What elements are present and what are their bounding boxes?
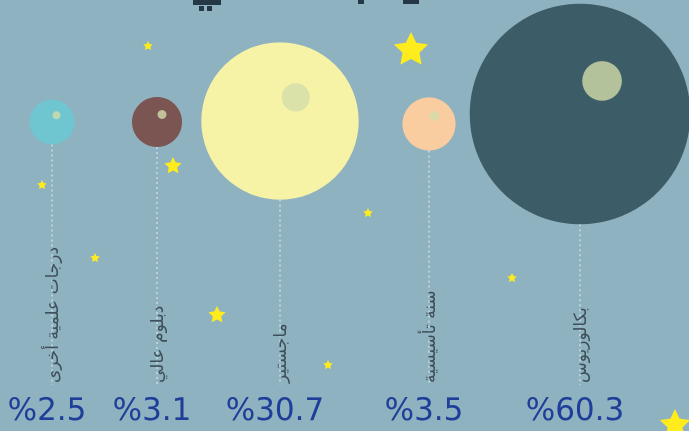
category-label: درجات علمية أخرى — [41, 247, 63, 383]
planet-spot — [582, 61, 622, 101]
value-label: %30.7 — [226, 392, 324, 428]
value-label: %3.1 — [113, 392, 192, 428]
planet — [469, 3, 689, 225]
value-label: %2.5 — [8, 392, 87, 428]
value-label: %60.3 — [526, 392, 624, 428]
planet — [201, 42, 359, 200]
planet — [29, 99, 75, 145]
value-label: %3.5 — [385, 392, 464, 428]
category-label: بكالوريوس — [571, 307, 591, 383]
planet — [131, 96, 183, 148]
planet-spot — [281, 83, 310, 112]
category-label: ماجستير — [271, 323, 291, 384]
category-label: دبلوم عالي — [148, 306, 168, 383]
planet-spot — [157, 109, 167, 119]
category-label: سنة تأسيسية — [417, 290, 440, 383]
planet — [402, 97, 456, 151]
planet-spot — [429, 111, 440, 121]
planet-spot — [52, 111, 61, 120]
decoration — [37, 0, 689, 431]
